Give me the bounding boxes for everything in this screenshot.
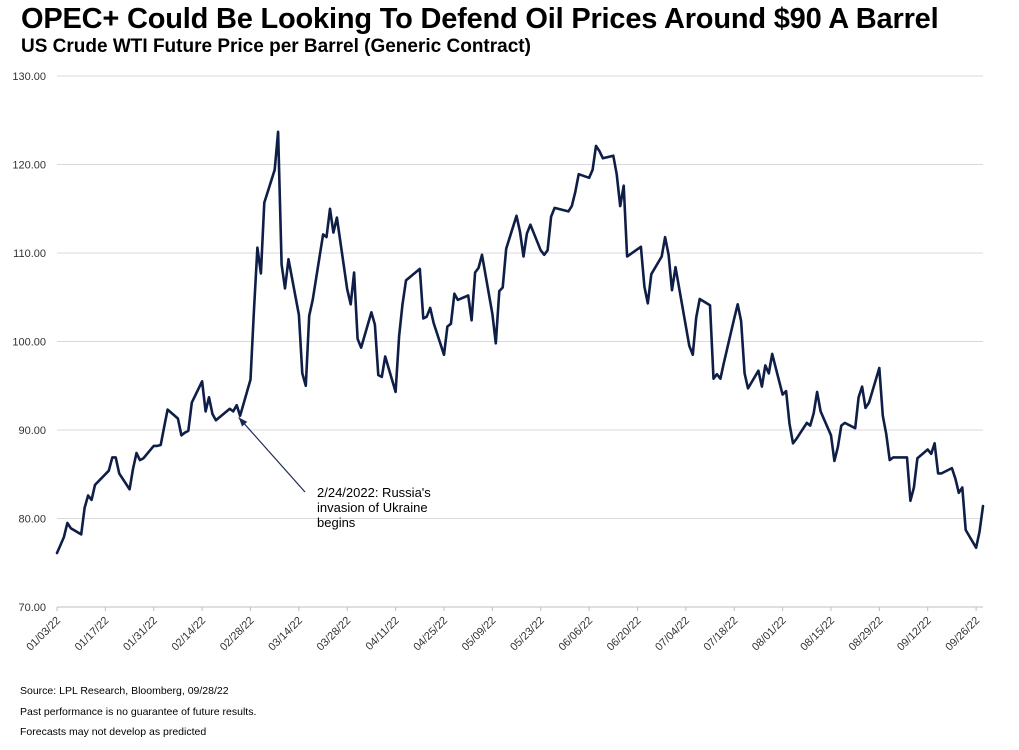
disclaimer-forecast: Forecasts may not develop as predicted <box>20 726 207 738</box>
x-tick-label: 08/15/22 <box>798 615 837 654</box>
annotation-arrow-head <box>238 417 248 427</box>
wti-price-line <box>55 130 985 555</box>
x-tick-label: 08/29/22 <box>847 615 886 654</box>
x-tick-label: 07/18/22 <box>702 615 741 654</box>
chart-title: OPEC+ Could Be Looking To Defend Oil Pri… <box>21 3 939 35</box>
annotation-text-line: begins <box>317 515 356 530</box>
x-tick-label: 08/01/22 <box>750 615 789 654</box>
series-layer <box>55 130 985 555</box>
x-tick-label: 02/28/22 <box>218 615 257 654</box>
x-tick-label: 04/25/22 <box>411 615 450 654</box>
x-tick-label: 03/28/22 <box>315 615 354 654</box>
wti-price-chart: 70.0080.0090.00100.00110.00120.00130.00 … <box>12 71 985 654</box>
x-tick-label: 09/12/22 <box>895 615 934 654</box>
x-tick-label: 07/04/22 <box>653 615 692 654</box>
y-tick-label: 90.00 <box>18 425 46 437</box>
x-tick-label: 06/20/22 <box>605 615 644 654</box>
source-note: Source: LPL Research, Bloomberg, 09/28/2… <box>20 685 229 697</box>
gridlines <box>56 75 983 611</box>
x-tick-label: 01/03/22 <box>24 615 63 654</box>
disclaimer-performance: Past performance is no guarantee of futu… <box>20 706 257 718</box>
x-tick-label: 01/17/22 <box>73 615 112 654</box>
y-axis-ticks: 70.00 80.00 90.00 100.00 110.00 120.00 130.00 <box>12 71 46 614</box>
y-tick-label: 80.00 <box>18 514 46 526</box>
chart-subtitle: US Crude WTI Future Price per Barrel (Ge… <box>21 36 531 57</box>
y-tick-label: 100.00 <box>12 337 46 349</box>
x-tick-label: 04/11/22 <box>364 615 402 653</box>
y-tick-label: 120.00 <box>12 160 46 172</box>
annotation-text-line: invasion of Ukraine <box>317 500 428 515</box>
x-axis-ticks: 01/03/22 01/17/22 01/31/22 02/14/22 02/28/22… <box>24 615 982 654</box>
annotation-arrow-line <box>238 417 306 493</box>
annotation-text-line: 2/24/2022: Russia's <box>317 485 431 500</box>
y-tick-label: 70.00 <box>18 602 46 614</box>
x-tick-label: 03/14/22 <box>266 615 305 654</box>
x-tick-label: 05/09/22 <box>460 615 499 654</box>
x-tick-label: 02/14/22 <box>169 615 208 654</box>
x-tick-label: 09/26/22 <box>943 615 982 654</box>
x-tick-label: 05/23/22 <box>508 615 547 654</box>
x-tick-label: 06/06/22 <box>556 615 595 654</box>
y-tick-label: 110.00 <box>13 248 46 260</box>
y-tick-label: 130.00 <box>12 71 46 83</box>
x-tick-label: 01/31/22 <box>121 615 160 654</box>
